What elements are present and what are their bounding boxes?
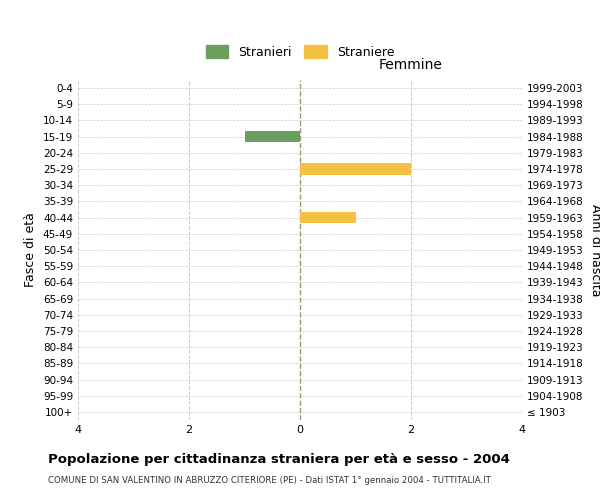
Y-axis label: Anni di nascita: Anni di nascita bbox=[589, 204, 600, 296]
Text: Popolazione per cittadinanza straniera per età e sesso - 2004: Popolazione per cittadinanza straniera p… bbox=[48, 452, 510, 466]
Bar bbox=[245, 131, 300, 142]
Legend: Stranieri, Straniere: Stranieri, Straniere bbox=[206, 46, 394, 59]
Bar bbox=[300, 164, 411, 174]
Bar bbox=[300, 212, 355, 224]
Text: COMUNE DI SAN VALENTINO IN ABRUZZO CITERIORE (PE) - Dati ISTAT 1° gennaio 2004 -: COMUNE DI SAN VALENTINO IN ABRUZZO CITER… bbox=[48, 476, 491, 485]
Text: Femmine: Femmine bbox=[379, 58, 443, 71]
Y-axis label: Fasce di età: Fasce di età bbox=[25, 212, 37, 288]
